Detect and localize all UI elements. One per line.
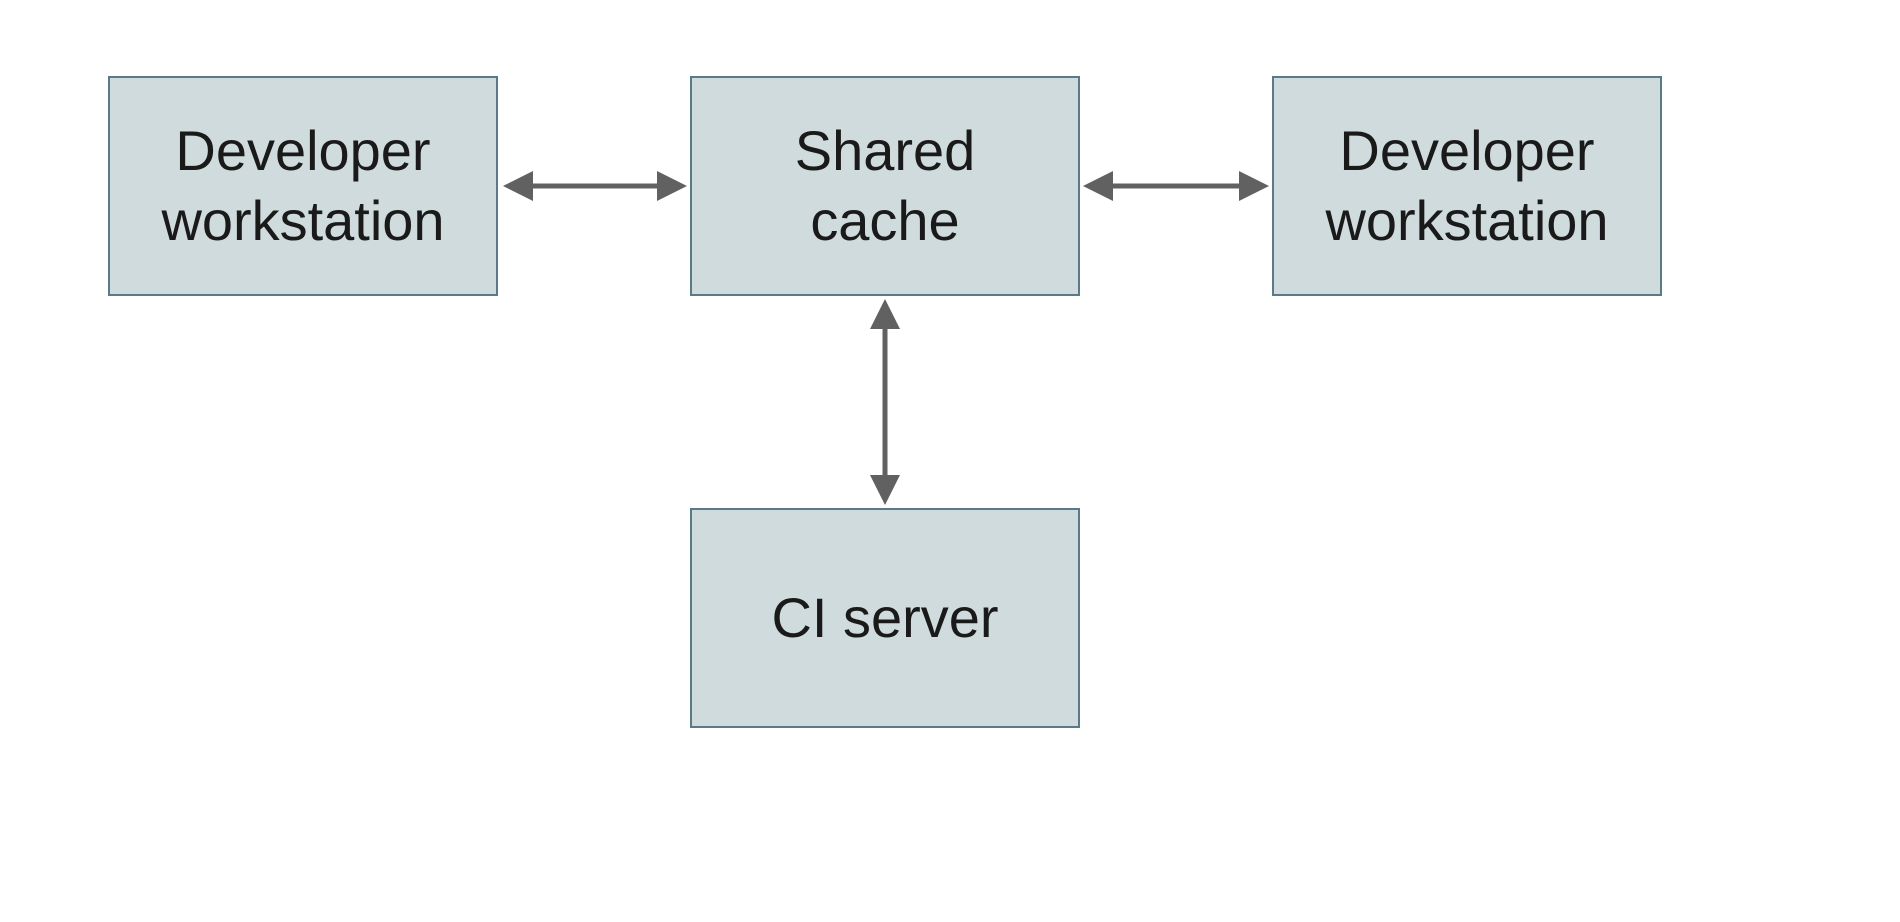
node-label-line1: Developer xyxy=(1325,116,1608,186)
node-label-line2: cache xyxy=(795,186,975,256)
node-label-line1: Shared xyxy=(795,116,975,186)
node-shared-cache: Sharedcache xyxy=(690,76,1080,296)
node-label: CI server xyxy=(771,583,998,653)
node-label-line2: workstation xyxy=(161,186,444,256)
node-ci-server: CI server xyxy=(690,508,1080,728)
node-label: Sharedcache xyxy=(795,116,975,256)
node-label-line1: Developer xyxy=(161,116,444,186)
architecture-diagram: DeveloperworkstationSharedcacheDeveloper… xyxy=(0,0,1900,922)
node-label: Developerworkstation xyxy=(1325,116,1608,256)
node-dev-ws-right: Developerworkstation xyxy=(1272,76,1662,296)
node-dev-ws-left: Developerworkstation xyxy=(108,76,498,296)
node-label-line2: workstation xyxy=(1325,186,1608,256)
node-label: Developerworkstation xyxy=(161,116,444,256)
node-label-line1: CI server xyxy=(771,583,998,653)
